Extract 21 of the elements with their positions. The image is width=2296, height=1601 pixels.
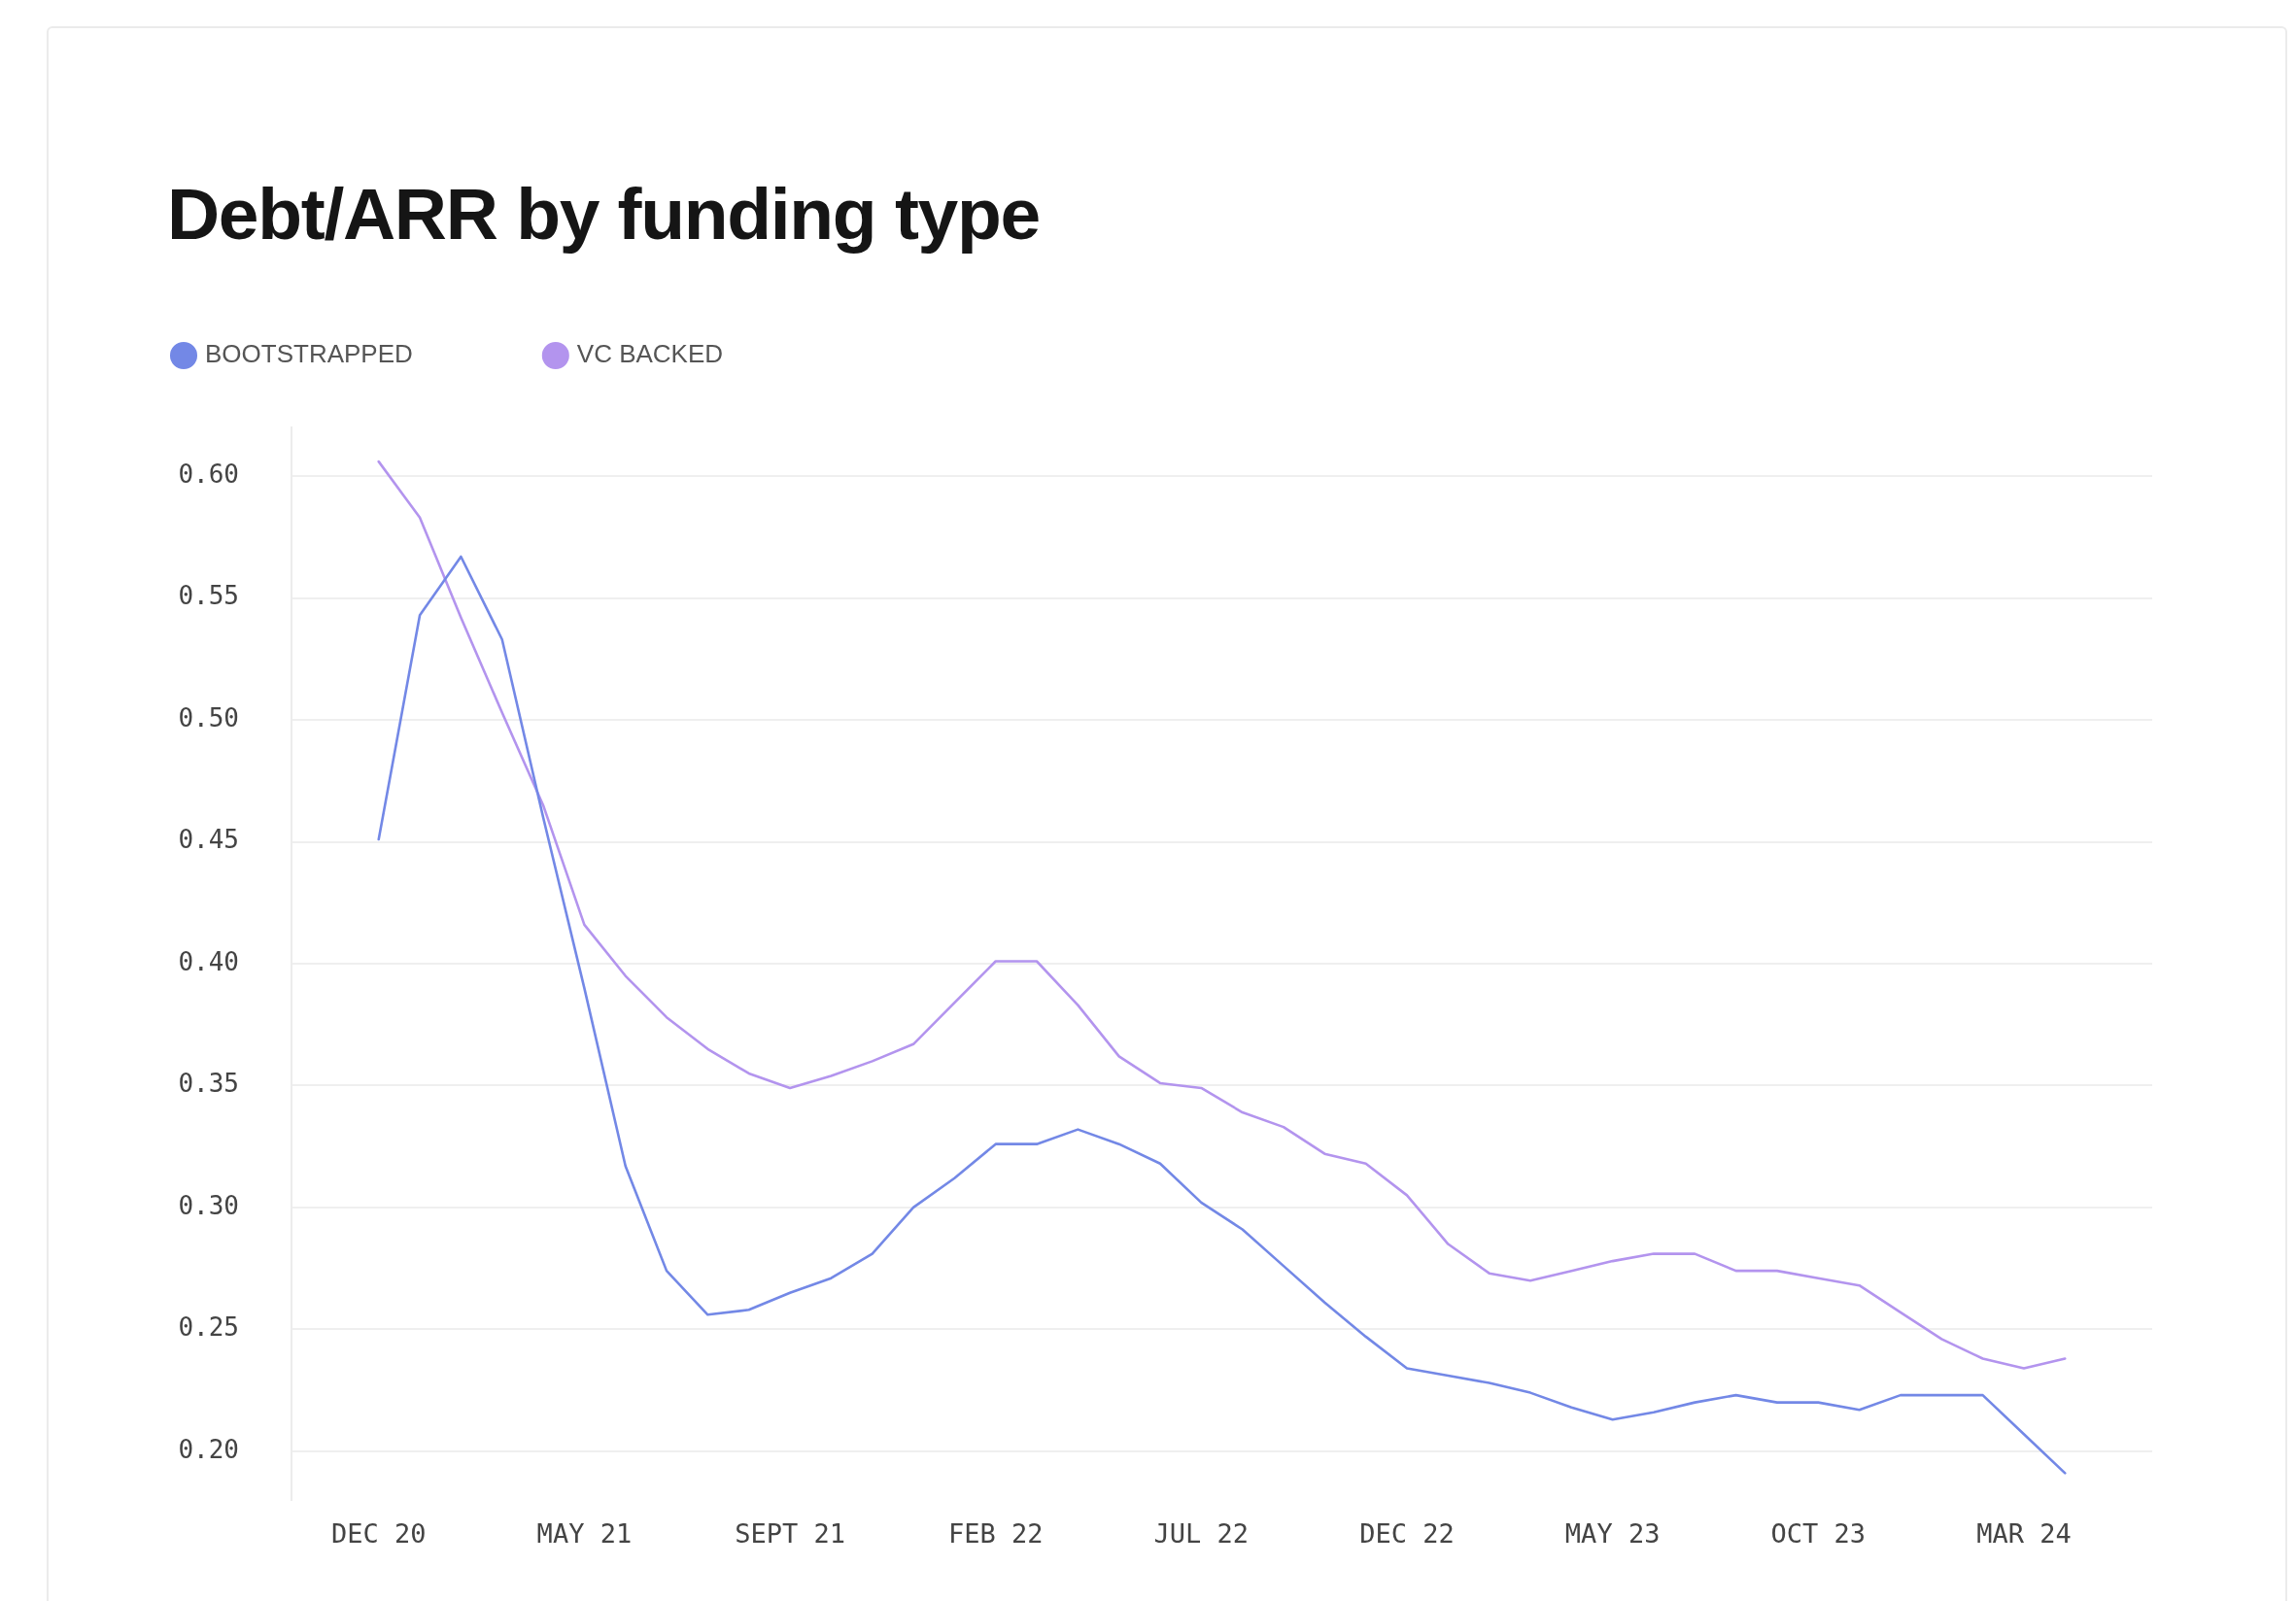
x-tick-label: DEC 20 [330,1518,427,1550]
y-tick-label: 0.50 [178,702,239,732]
y-tick-label: 0.40 [178,946,239,976]
x-tick-label: JUL 22 [1153,1518,1250,1550]
x-tick-label: MAY 21 [536,1518,633,1550]
y-tick-label: 0.60 [178,459,239,489]
x-tick-label: MAR 24 [1976,1518,2072,1550]
x-tick-label: DEC 22 [1359,1518,1455,1550]
legend-label: BOOTSTRAPPED [205,339,413,369]
y-tick-label: 0.25 [178,1312,239,1343]
x-tick-label: SEPT 21 [735,1518,845,1550]
legend-label: VC BACKED [576,339,724,369]
x-tick-label: MAY 23 [1564,1518,1661,1550]
y-tick-label: 0.45 [178,825,239,855]
y-tick-label: 0.55 [178,581,239,611]
y-tick-label: 0.35 [178,1069,239,1099]
x-tick-label: OCT 23 [1770,1518,1867,1550]
y-tick-label: 0.30 [178,1190,239,1220]
x-tick-label: FEB 22 [947,1518,1044,1550]
y-tick-label: 0.20 [178,1434,239,1464]
chart-title: Debt/ARR by funding type [167,173,1040,255]
